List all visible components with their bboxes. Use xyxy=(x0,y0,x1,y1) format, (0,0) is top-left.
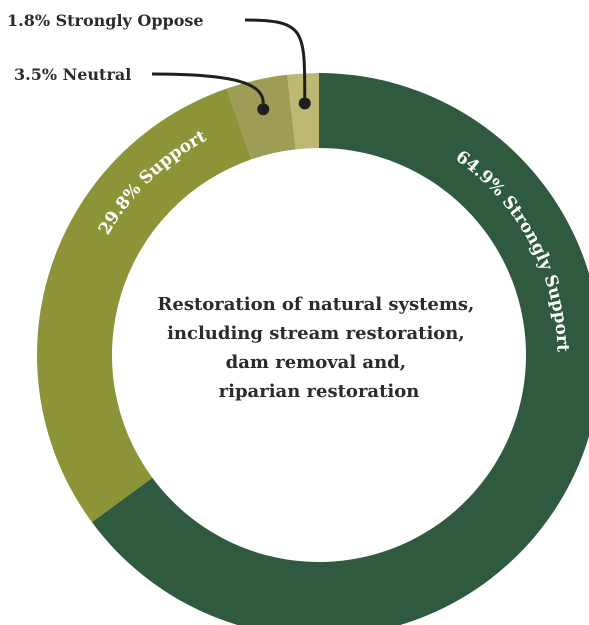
center-title: Restoration of natural systems, includin… xyxy=(157,294,480,402)
callout-dot-strongly-oppose xyxy=(298,97,311,110)
center-title-line-2: including stream restoration, xyxy=(167,323,465,344)
center-title-line-3: dam removal and, xyxy=(226,352,406,373)
slice-strongly-support xyxy=(91,73,589,625)
callout-line-strongly-oppose xyxy=(244,18,307,98)
center-title-line-4: riparian restoration xyxy=(219,381,420,402)
callout-line-neutral xyxy=(151,72,265,104)
callout-dot-neutral xyxy=(257,103,270,116)
slice-support xyxy=(36,88,252,523)
callouts: 3.5% Neutral 1.8% Strongly Oppose xyxy=(7,11,311,116)
slice-neutral xyxy=(226,74,296,160)
callout-label-neutral: 3.5% Neutral xyxy=(14,65,131,84)
donut-slices xyxy=(36,73,589,625)
callout-label-strongly-oppose: 1.8% Strongly Oppose xyxy=(7,11,204,30)
center-title-line-1: Restoration of natural systems, xyxy=(157,294,474,315)
slice-strongly-oppose xyxy=(287,73,319,150)
